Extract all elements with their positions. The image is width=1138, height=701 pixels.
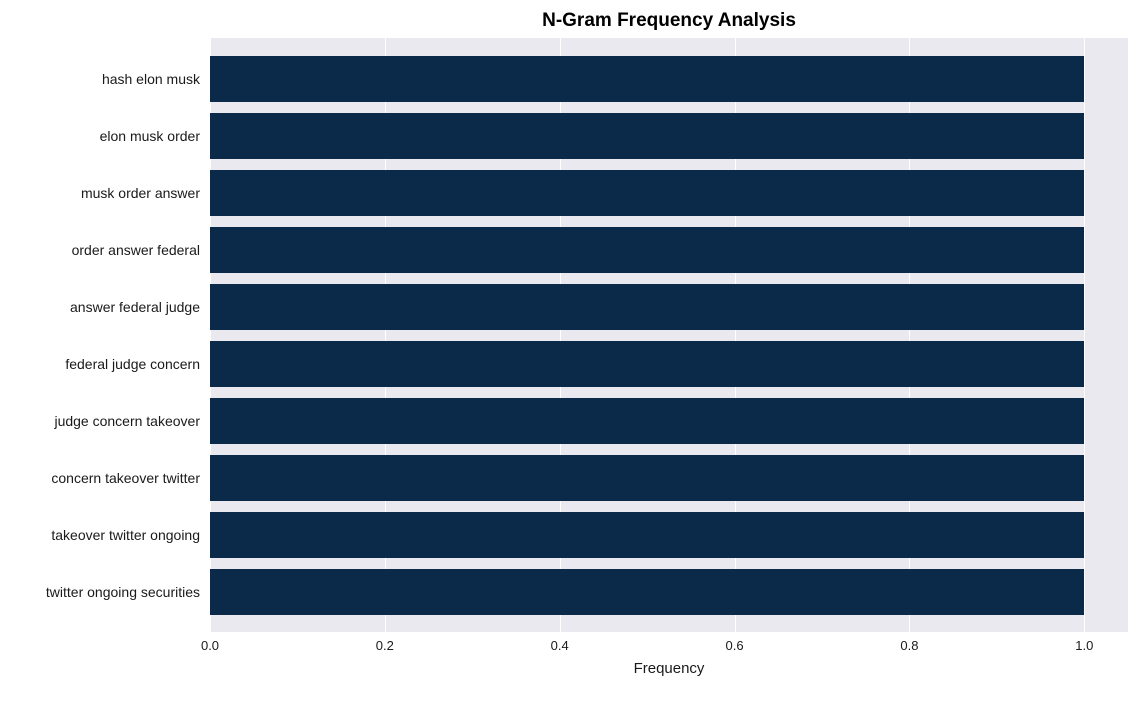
y-tick-label: federal judge concern: [65, 356, 210, 372]
bar-fill: [210, 455, 1084, 501]
x-tick-label: 0.6: [726, 638, 744, 653]
bars-region: hash elon muskelon musk ordermusk order …: [210, 38, 1128, 632]
bar-fill: [210, 284, 1084, 330]
bar-row: federal judge concern: [210, 335, 1128, 392]
bar-row: elon musk order: [210, 107, 1128, 164]
bar-track: [210, 107, 1128, 164]
bar-row: order answer federal: [210, 221, 1128, 278]
x-tick-label: 0.4: [551, 638, 569, 653]
ngram-frequency-chart: N-Gram Frequency Analysis hash elon musk…: [10, 10, 1128, 677]
bar-row: answer federal judge: [210, 278, 1128, 335]
y-tick-label: concern takeover twitter: [51, 470, 210, 486]
bar-track: [210, 449, 1128, 506]
bar-fill: [210, 227, 1084, 273]
bar-track: [210, 164, 1128, 221]
x-tick-label: 0.0: [201, 638, 219, 653]
y-tick-label: twitter ongoing securities: [46, 584, 210, 600]
x-tick-label: 0.2: [376, 638, 394, 653]
bar-track: [210, 506, 1128, 563]
bar-fill: [210, 569, 1084, 615]
bar-track: [210, 392, 1128, 449]
plot-area: hash elon muskelon musk ordermusk order …: [10, 38, 1128, 677]
y-tick-label: order answer federal: [72, 242, 210, 258]
bar-track: [210, 335, 1128, 392]
bar-fill: [210, 170, 1084, 216]
x-tick-label: 1.0: [1075, 638, 1093, 653]
bar-row: hash elon musk: [210, 50, 1128, 107]
y-tick-label: judge concern takeover: [54, 413, 210, 429]
bar-row: twitter ongoing securities: [210, 563, 1128, 620]
bar-fill: [210, 398, 1084, 444]
bar-row: concern takeover twitter: [210, 449, 1128, 506]
bar-fill: [210, 113, 1084, 159]
bar-fill: [210, 341, 1084, 387]
bar-fill: [210, 512, 1084, 558]
x-axis: 0.00.20.40.60.81.0: [210, 632, 1128, 658]
x-tick-label: 0.8: [900, 638, 918, 653]
bar-row: musk order answer: [210, 164, 1128, 221]
y-tick-label: musk order answer: [81, 185, 210, 201]
bar-row: takeover twitter ongoing: [210, 506, 1128, 563]
y-tick-label: answer federal judge: [70, 299, 210, 315]
bar-track: [210, 50, 1128, 107]
y-tick-label: elon musk order: [100, 128, 210, 144]
bar-fill: [210, 56, 1084, 102]
bar-track: [210, 278, 1128, 335]
y-tick-label: hash elon musk: [102, 71, 210, 87]
bar-row: judge concern takeover: [210, 392, 1128, 449]
chart-title: N-Gram Frequency Analysis: [10, 10, 1128, 32]
x-axis-label: Frequency: [210, 660, 1128, 677]
y-tick-label: takeover twitter ongoing: [51, 527, 210, 543]
bar-track: [210, 563, 1128, 620]
bar-track: [210, 221, 1128, 278]
